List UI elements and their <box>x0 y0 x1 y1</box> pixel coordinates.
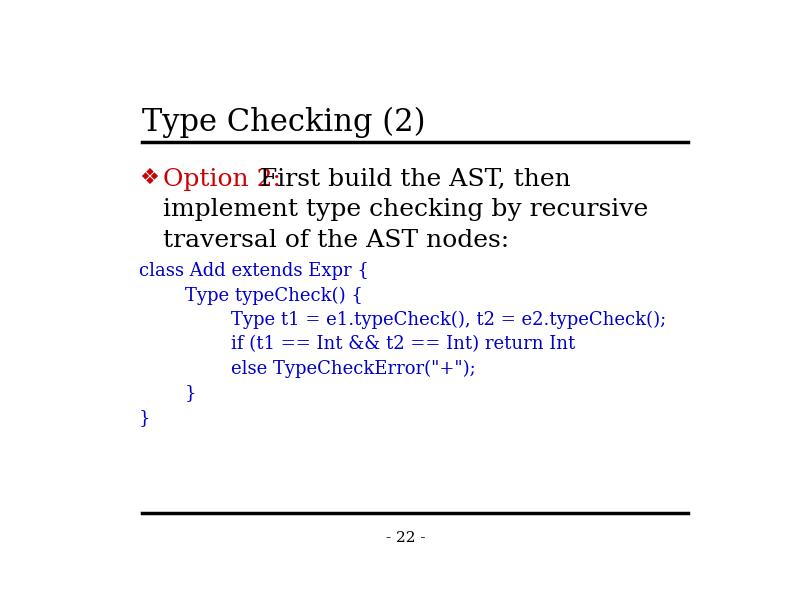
Text: Type Checking (2): Type Checking (2) <box>142 106 425 138</box>
Text: }: } <box>139 384 196 403</box>
Text: - 22 -: - 22 - <box>386 531 425 545</box>
Text: Option 2:: Option 2: <box>163 168 281 191</box>
Text: if (t1 == Int && t2 == Int) return Int: if (t1 == Int && t2 == Int) return Int <box>139 335 575 354</box>
Text: ❖: ❖ <box>139 168 159 188</box>
Text: class Add extends Expr {: class Add extends Expr { <box>139 262 369 280</box>
Text: Type t1 = e1.typeCheck(), t2 = e2.typeCheck();: Type t1 = e1.typeCheck(), t2 = e2.typeCh… <box>139 311 666 329</box>
Text: Type typeCheck() {: Type typeCheck() { <box>139 286 363 305</box>
Text: }: } <box>139 409 150 427</box>
Text: traversal of the AST nodes:: traversal of the AST nodes: <box>163 229 510 252</box>
Text: else TypeCheckError("+");: else TypeCheckError("+"); <box>139 360 476 378</box>
Text: implement type checking by recursive: implement type checking by recursive <box>163 198 649 222</box>
Text: First build the AST, then: First build the AST, then <box>253 168 571 191</box>
